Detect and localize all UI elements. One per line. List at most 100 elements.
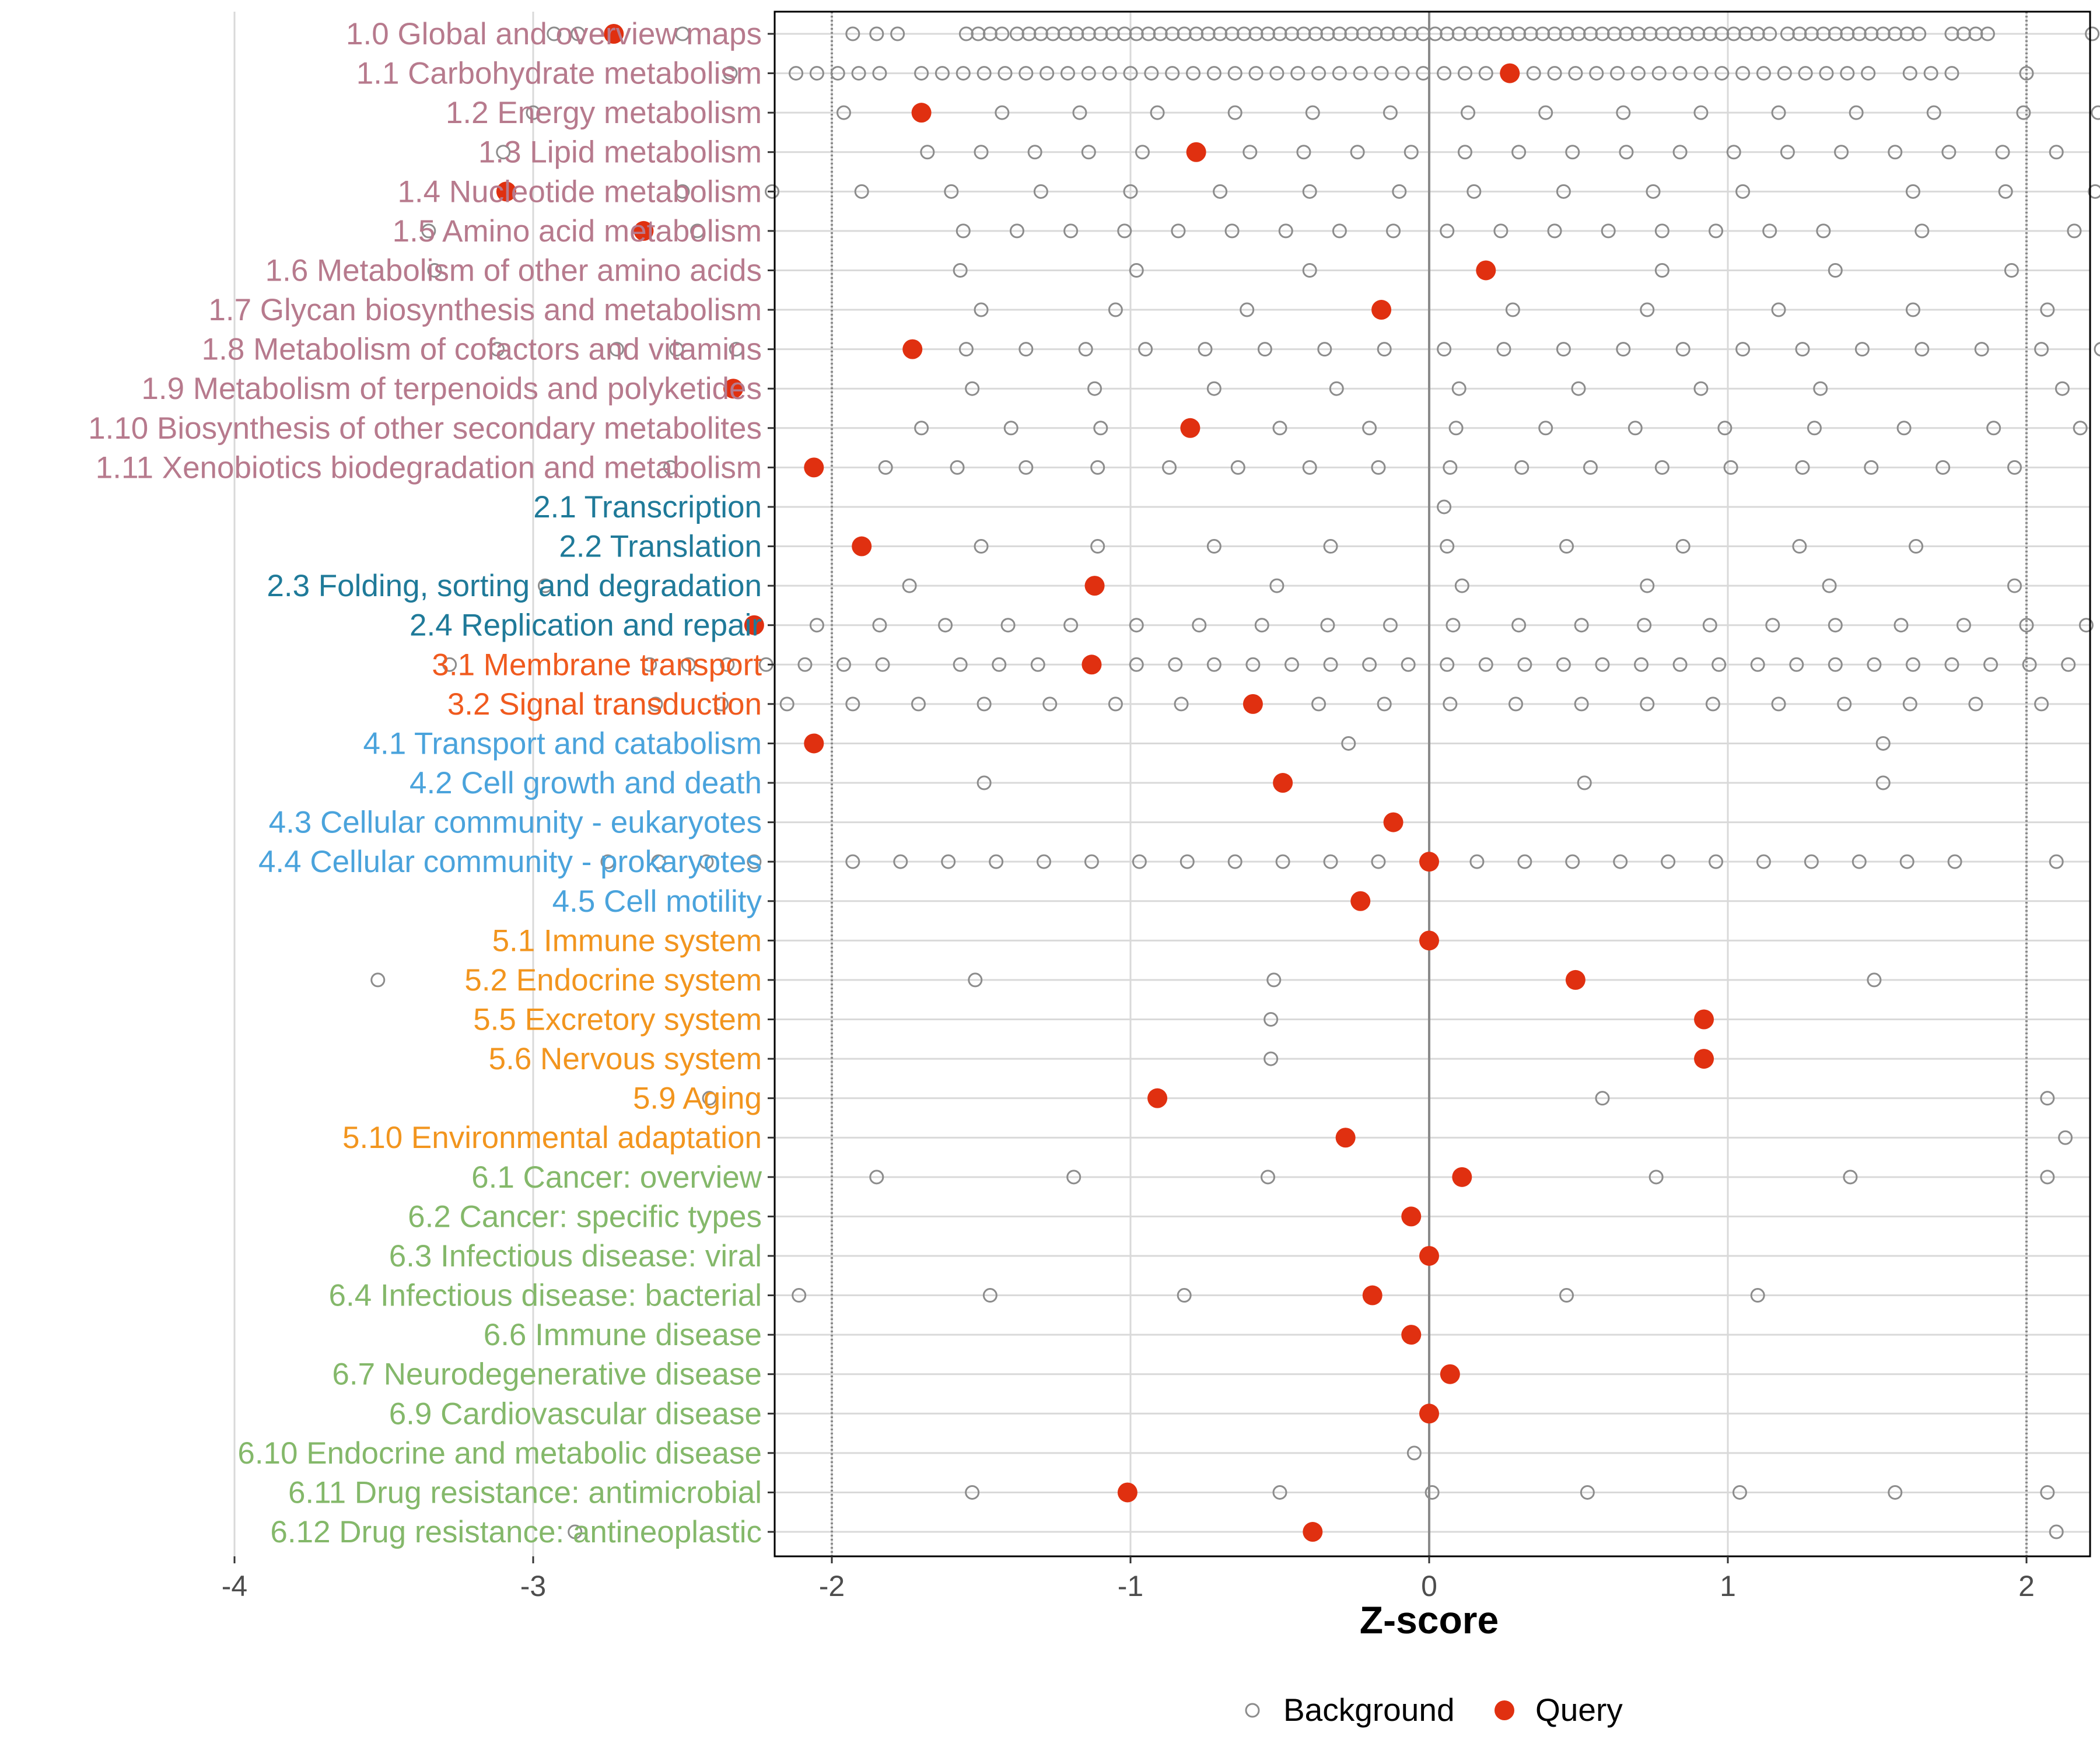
background-point <box>977 696 992 712</box>
background-point <box>537 578 552 593</box>
background-point <box>1129 618 1144 633</box>
background-point <box>1374 66 1389 81</box>
background-point <box>2034 342 2049 357</box>
background-point <box>1451 26 1466 41</box>
background-point <box>1750 26 1765 41</box>
background-point <box>1556 184 1571 199</box>
background-point <box>1165 26 1180 41</box>
background-point <box>1087 381 1102 396</box>
background-point <box>1090 460 1105 475</box>
background-point <box>1508 696 1523 712</box>
background-point <box>1792 26 1807 41</box>
background-point <box>1780 145 1795 160</box>
background-point <box>1440 657 1455 672</box>
background-point <box>2034 696 2049 712</box>
background-point <box>1440 223 1455 239</box>
background-point <box>1795 460 1810 475</box>
query-point <box>804 733 824 754</box>
category-label: 1.2 Energy metabolism <box>446 96 762 130</box>
background-point <box>1864 460 1879 475</box>
background-point <box>1637 618 1652 633</box>
background-point <box>1162 460 1177 475</box>
background-point <box>1661 854 1676 869</box>
background-point <box>941 854 956 869</box>
background-point <box>792 1288 807 1303</box>
background-point <box>1180 854 1195 869</box>
background-point <box>681 657 696 672</box>
category-label: 2.3 Folding, sorting and degradation <box>267 569 762 603</box>
background-point <box>1272 1485 1287 1500</box>
background-point <box>427 262 442 278</box>
background-point <box>1446 618 1461 633</box>
background-point <box>1440 539 1455 554</box>
background-point <box>1547 26 1562 41</box>
background-point <box>1565 854 1580 869</box>
category-label: 3.2 Signal transduction <box>447 687 762 722</box>
background-point <box>1511 26 1527 41</box>
background-point <box>1284 657 1299 672</box>
background-point <box>1392 184 1407 199</box>
background-point <box>720 657 735 672</box>
background-point <box>2088 184 2100 199</box>
query-point <box>634 220 654 241</box>
background-point <box>914 421 929 436</box>
background-point <box>1968 26 1983 41</box>
background-point <box>1565 145 1580 160</box>
background-point <box>1278 223 1293 239</box>
background-point <box>1019 66 1034 81</box>
background-point <box>1828 262 1843 278</box>
background-point <box>1654 223 1670 239</box>
background-point <box>1974 342 1989 357</box>
background-point <box>1795 342 1810 357</box>
background-point <box>1072 105 1087 120</box>
background-point <box>1269 66 1284 81</box>
legend-query-label: Query <box>1535 1692 1623 1728</box>
background-point <box>1245 657 1261 672</box>
background-point <box>2040 302 2055 317</box>
category-label: 6.1 Cancer: overview <box>471 1160 762 1195</box>
background-point <box>1822 578 1837 593</box>
background-point <box>1248 66 1264 81</box>
background-point <box>699 854 714 869</box>
x-tick-label: 1 <box>1720 1570 1736 1602</box>
background-point <box>2019 66 2034 81</box>
category-label: 1.11 Xenobiotics biodegradation and meta… <box>96 450 762 485</box>
background-point <box>1672 145 1688 160</box>
background-point <box>1583 26 1598 41</box>
background-point <box>1630 66 1646 81</box>
background-point <box>1108 696 1123 712</box>
background-point <box>1213 184 1228 199</box>
background-point <box>1828 657 1843 672</box>
background-point <box>878 460 893 475</box>
background-point <box>1690 26 1706 41</box>
background-point <box>1693 381 1709 396</box>
background-point <box>1804 26 1819 41</box>
background-point <box>1153 26 1168 41</box>
query-point <box>1440 1364 1460 1384</box>
background-point <box>809 618 824 633</box>
background-point <box>642 657 657 672</box>
background-point <box>1511 618 1527 633</box>
background-point <box>854 184 869 199</box>
background-point <box>1311 66 1326 81</box>
category-label: 6.6 Immune disease <box>484 1318 762 1352</box>
background-point <box>1888 145 1903 160</box>
background-point <box>1427 26 1443 41</box>
query-point <box>604 24 624 44</box>
background-point <box>1780 26 1795 41</box>
background-point <box>872 618 887 633</box>
background-point <box>995 26 1010 41</box>
background-point <box>890 26 905 41</box>
background-point <box>1777 66 1792 81</box>
background-point <box>702 1091 717 1106</box>
category-label: 6.4 Infectious disease: bacterial <box>329 1279 762 1313</box>
background-point <box>1240 302 1255 317</box>
background-point <box>1296 145 1311 160</box>
background-point <box>2078 618 2094 633</box>
background-point <box>1936 460 1951 475</box>
background-point <box>1424 1485 1440 1500</box>
background-point <box>1899 26 1915 41</box>
background-point <box>1186 66 1201 81</box>
background-point <box>974 302 989 317</box>
background-point <box>845 696 860 712</box>
